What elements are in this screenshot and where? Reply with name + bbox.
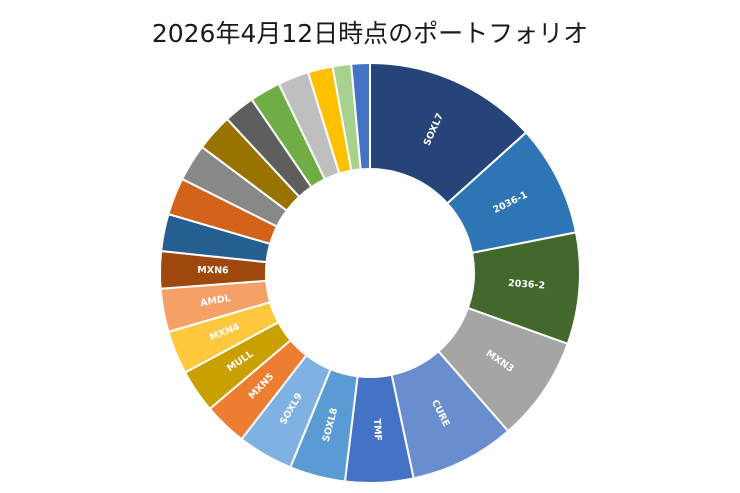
slice-label-mxn6: MXN6 (197, 265, 229, 276)
slice-label-2036-2: 2036-2 (508, 278, 546, 292)
slice-unlabeled-22 (350, 61, 371, 171)
slice-label-tmf: TMF (371, 418, 383, 441)
chart-title: 2026年4月12日時点のポートフォリオ (151, 19, 589, 48)
slice-label-amdl: AMDL (199, 293, 231, 309)
